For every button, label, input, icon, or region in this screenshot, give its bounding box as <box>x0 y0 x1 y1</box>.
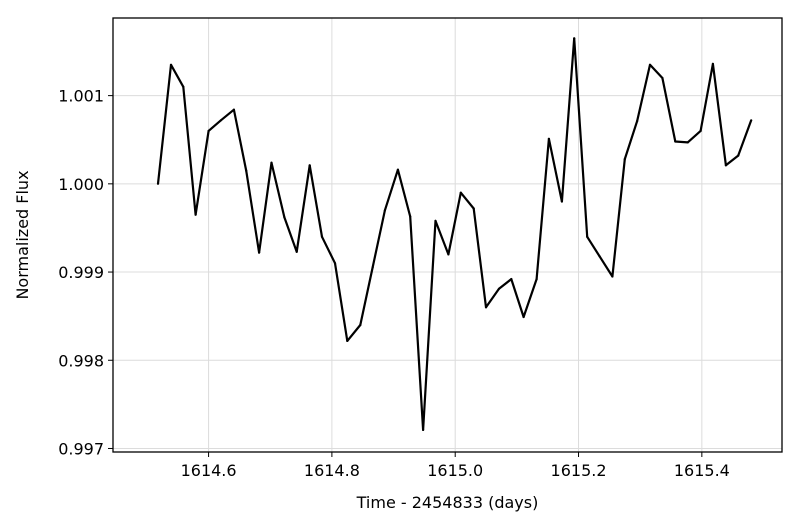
flux-data-point <box>586 235 589 238</box>
flux-data-point <box>156 182 160 185</box>
flux-data-point <box>522 315 525 319</box>
flux-data-point <box>182 85 185 88</box>
flux-data-point <box>207 129 210 132</box>
flux-data-point <box>535 278 538 281</box>
y-tick-label: 0.999 <box>58 263 104 282</box>
flux-data-point <box>686 141 689 144</box>
y-tick-label: 1.000 <box>58 175 104 194</box>
y-tick-label: 1.001 <box>58 87 104 106</box>
flux-data-point <box>371 266 374 269</box>
x-tick-label: 1615.4 <box>674 461 730 480</box>
x-tick-label: 1614.6 <box>181 461 237 480</box>
flux-data-point <box>573 37 576 40</box>
flux-data-point <box>472 207 475 210</box>
flux-data-point <box>674 140 677 143</box>
y-axis-label: Normalized Flux <box>13 170 32 299</box>
x-tick-label: 1614.8 <box>304 461 360 480</box>
flux-data-point <box>333 262 337 265</box>
flux-series-line <box>156 37 753 431</box>
y-tick-label: 0.998 <box>58 351 104 370</box>
flux-data-point <box>245 169 248 172</box>
flux-data-point <box>611 275 614 278</box>
flux-data-point <box>699 129 702 132</box>
flux-data-point <box>295 250 298 253</box>
flux-data-point <box>169 63 173 66</box>
flux-data-point <box>648 63 652 66</box>
x-axis-ticks: 1614.6 1614.8 1615.0 1615.2 1615.4 <box>181 452 730 480</box>
flux-data-point <box>434 219 437 222</box>
flux-data-point <box>258 251 261 254</box>
flux-data-point <box>447 253 450 256</box>
flux-data-point <box>409 215 412 218</box>
flux-data-point <box>661 76 664 80</box>
flux-data-point <box>737 154 740 157</box>
flux-data-point <box>232 108 235 111</box>
flux-data-point <box>270 161 273 164</box>
grid-lines <box>113 18 782 452</box>
plot-frame <box>112 17 783 453</box>
flux-data-point <box>750 119 753 122</box>
flux-data-point <box>547 137 551 140</box>
flux-data-point <box>623 158 626 161</box>
y-axis-ticks: 0.997 0.998 0.999 1.000 1.001 <box>58 87 113 458</box>
flux-data-point <box>283 216 286 219</box>
flux-data-point <box>459 191 462 194</box>
flux-data-point <box>560 200 564 203</box>
flux-data-point <box>636 120 639 123</box>
flux-data-point <box>308 164 311 167</box>
series-layer <box>156 37 753 431</box>
x-tick-label: 1615.2 <box>551 461 607 480</box>
flux-data-point <box>346 339 349 342</box>
x-axis-label: Time - 2454833 (days) <box>356 493 539 512</box>
flux-data-point <box>484 306 488 309</box>
flux-data-point <box>422 428 425 431</box>
flux-data-point <box>711 62 715 65</box>
flux-data-point <box>510 278 513 281</box>
flux-data-point <box>497 287 501 290</box>
y-tick-label: 0.997 <box>58 439 104 458</box>
x-tick-label: 1615.0 <box>427 461 483 480</box>
flux-data-point <box>194 213 197 216</box>
flux-data-point <box>598 255 601 258</box>
flux-data-point <box>320 235 324 238</box>
flux-data-point <box>724 164 728 167</box>
flux-data-point <box>383 209 386 212</box>
flux-data-point <box>359 323 362 327</box>
flux-data-point <box>219 119 222 122</box>
flux-data-point <box>396 168 399 171</box>
